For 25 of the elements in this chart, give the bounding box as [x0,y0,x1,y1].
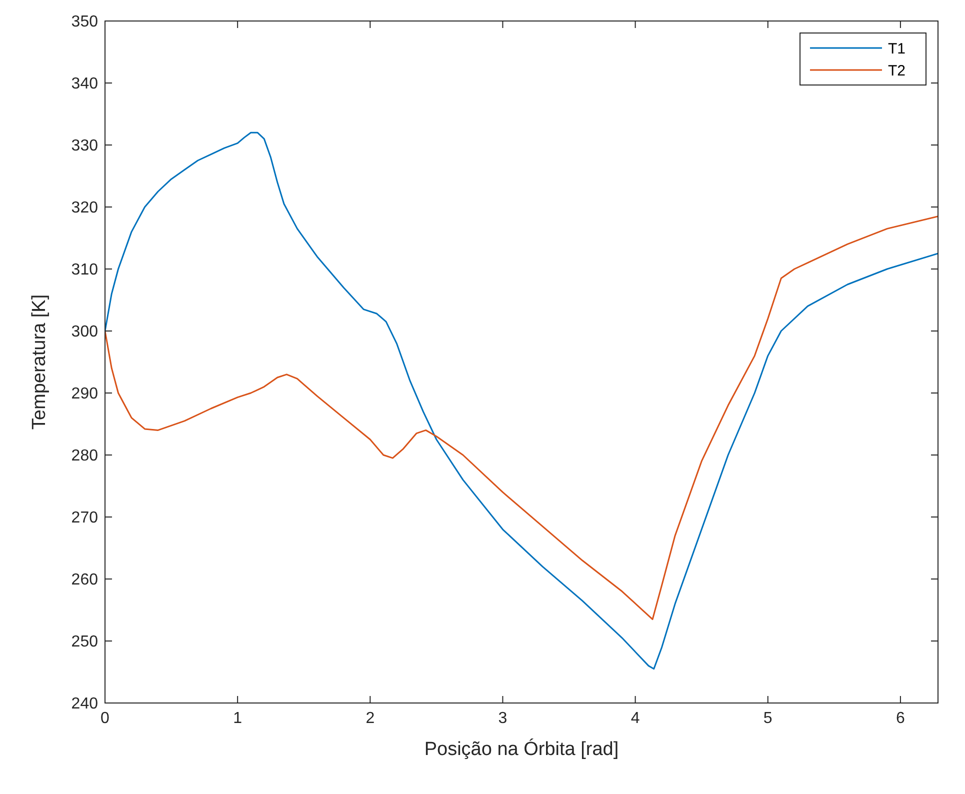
y-tick-label: 250 [71,634,98,651]
y-tick-label: 300 [71,324,98,341]
legend-label: T1 [888,40,906,58]
y-tick-label: 340 [71,76,98,93]
x-tick-label: 0 [100,710,110,727]
y-tick-label: 330 [71,138,98,155]
y-tick-label: 260 [71,572,98,589]
y-tick-label: 290 [71,386,98,403]
y-tick-label: 350 [71,14,98,31]
x-tick-label: 4 [630,710,640,727]
x-axis-title: Posição na Órbita [rad] [424,738,619,760]
y-tick-label: 280 [71,448,98,465]
y-tick-label: 320 [71,200,98,217]
x-tick-label: 2 [366,710,375,727]
line-series [105,216,938,620]
x-tick-label: 6 [896,710,905,727]
x-tick-label: 5 [763,710,772,727]
x-tick-label: 1 [233,710,242,727]
line-series [105,132,938,670]
legend-label: T2 [888,62,906,80]
y-tick-label: 270 [71,510,98,527]
y-tick-label: 240 [71,696,98,713]
y-axis-title: Temperatura [K] [29,294,50,430]
x-tick-label: 3 [498,710,508,727]
y-tick-label: 310 [71,262,98,279]
